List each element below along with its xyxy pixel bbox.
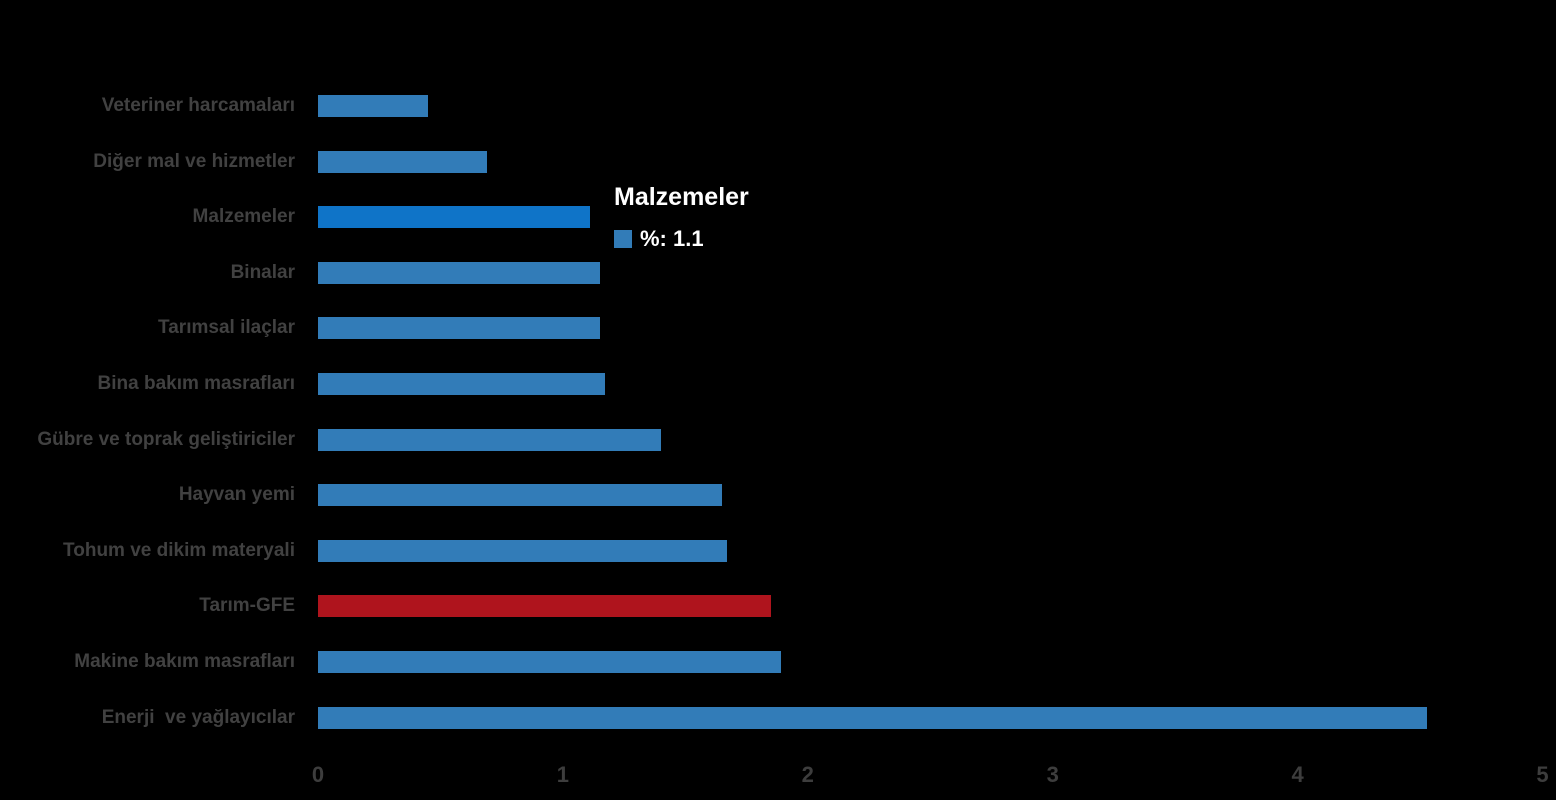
category-label: Tarım-GFE xyxy=(199,595,295,617)
bar-1[interactable] xyxy=(318,95,429,117)
x-axis-tick-label: 5 xyxy=(1536,762,1549,787)
category-label: Diğer mal ve hizmetler xyxy=(93,150,295,172)
category-label: Veteriner harcamaları xyxy=(101,95,295,116)
bar-11[interactable] xyxy=(318,651,781,673)
tooltip-row: %: 1.1 xyxy=(614,226,749,252)
x-axis-tick-label: 0 xyxy=(311,762,325,787)
bar-12[interactable] xyxy=(318,706,1428,729)
category-label: Binalar xyxy=(230,261,295,283)
x-axis-tick-label: 2 xyxy=(801,762,814,787)
tooltip-title: Malzemeler xyxy=(614,183,749,211)
category-label: Makine bakım masrafları xyxy=(74,651,295,672)
bar-6[interactable] xyxy=(318,373,605,395)
bar-5[interactable] xyxy=(318,317,600,340)
x-axis-tick-label: 1 xyxy=(556,762,570,787)
category-label: Enerji ve yağlayıcılar xyxy=(101,706,295,728)
bar-7[interactable] xyxy=(318,428,661,451)
bar-4[interactable] xyxy=(318,261,600,284)
bar-3[interactable] xyxy=(318,206,590,229)
category-label: Gübre ve toprak geliştiriciler xyxy=(37,428,295,450)
category-label: Tarımsal ilaçlar xyxy=(158,317,295,339)
tooltip: Malzemeler %: 1.1 xyxy=(614,183,749,252)
tooltip-series-swatch-icon xyxy=(614,230,632,248)
bar-9[interactable] xyxy=(318,539,727,562)
x-axis-tick-label: 4 xyxy=(1291,762,1304,787)
x-axis-tick-label: 3 xyxy=(1046,762,1059,787)
category-label: Tohum ve dikim materyali xyxy=(63,539,295,561)
category-label: Malzemeler xyxy=(192,206,295,228)
category-label: Bina bakım masrafları xyxy=(97,373,295,394)
category-label: Hayvan yemi xyxy=(178,484,295,506)
bar-2[interactable] xyxy=(318,150,487,173)
bar-10[interactable] xyxy=(318,595,772,618)
bar-8[interactable] xyxy=(318,484,723,507)
tooltip-value: %: 1.1 xyxy=(640,226,704,251)
